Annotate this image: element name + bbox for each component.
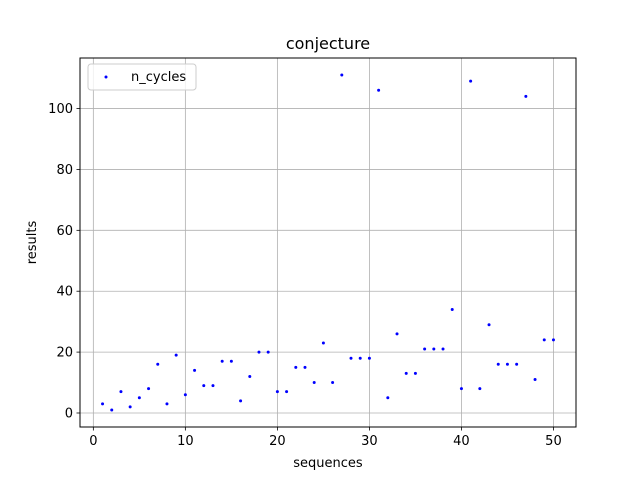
data-point xyxy=(119,390,123,394)
data-point xyxy=(220,359,224,363)
plot-frame xyxy=(79,57,577,428)
data-point xyxy=(294,365,298,369)
data-points xyxy=(101,73,555,412)
data-point xyxy=(524,94,528,98)
y-tick-label: 60 xyxy=(56,224,73,239)
y-axis-ticks: 0 20 40 60 80 100 xyxy=(48,102,80,421)
data-point xyxy=(423,347,427,351)
y-axis-label: results xyxy=(25,221,40,265)
legend-label: n_cycles xyxy=(131,70,186,85)
data-point xyxy=(542,338,546,342)
data-point xyxy=(340,73,344,77)
data-point xyxy=(257,350,261,354)
data-point xyxy=(441,347,445,351)
data-point xyxy=(367,356,371,360)
data-point xyxy=(386,396,390,400)
data-point xyxy=(487,323,491,327)
data-point xyxy=(147,387,151,391)
data-point xyxy=(312,381,316,385)
x-tick-label: 30 xyxy=(361,434,378,449)
data-point xyxy=(349,356,353,360)
y-tick-label: 0 xyxy=(65,406,73,421)
data-point xyxy=(165,402,169,406)
data-point xyxy=(515,362,519,366)
x-tick-label: 0 xyxy=(89,434,97,449)
x-tick-label: 40 xyxy=(453,434,470,449)
data-point xyxy=(413,371,417,375)
data-point xyxy=(275,390,279,394)
data-point xyxy=(110,408,114,412)
data-point xyxy=(285,390,289,394)
data-point xyxy=(395,332,399,336)
data-point xyxy=(377,88,381,92)
x-tick-label: 10 xyxy=(177,434,194,449)
data-point xyxy=(202,384,206,388)
data-point xyxy=(469,79,473,83)
data-point xyxy=(478,387,482,391)
data-point xyxy=(229,359,233,363)
data-point xyxy=(137,396,141,400)
data-point xyxy=(266,350,270,354)
data-point xyxy=(156,362,160,366)
data-point xyxy=(358,356,362,360)
data-point xyxy=(193,368,197,372)
data-point xyxy=(248,374,252,378)
data-point xyxy=(432,347,436,351)
data-point xyxy=(505,362,509,366)
data-point xyxy=(183,393,187,397)
data-point xyxy=(303,365,307,369)
legend-marker xyxy=(104,75,108,79)
data-point xyxy=(211,384,215,388)
grid-lines xyxy=(80,58,576,427)
y-tick-label: 40 xyxy=(56,285,73,300)
data-point xyxy=(321,341,325,345)
data-point xyxy=(128,405,132,409)
data-point xyxy=(450,307,454,311)
legend-box xyxy=(87,63,197,91)
x-axis-label: sequences xyxy=(293,456,363,471)
data-point xyxy=(331,381,335,385)
data-point xyxy=(459,387,463,391)
x-axis-ticks: 0 10 20 30 40 50 xyxy=(89,427,562,449)
data-point xyxy=(404,371,408,375)
y-tick-label: 20 xyxy=(56,346,73,361)
data-point xyxy=(496,362,500,366)
y-tick-label: 80 xyxy=(56,163,73,178)
chart-title: conjecture xyxy=(286,34,370,53)
data-point xyxy=(174,353,178,357)
data-point xyxy=(551,338,555,342)
legend: n_cycles xyxy=(87,63,197,91)
data-point xyxy=(533,378,537,382)
data-point xyxy=(239,399,243,403)
y-tick-label: 100 xyxy=(48,102,73,117)
x-tick-label: 20 xyxy=(269,434,286,449)
data-point xyxy=(101,402,105,406)
x-tick-label: 50 xyxy=(545,434,562,449)
